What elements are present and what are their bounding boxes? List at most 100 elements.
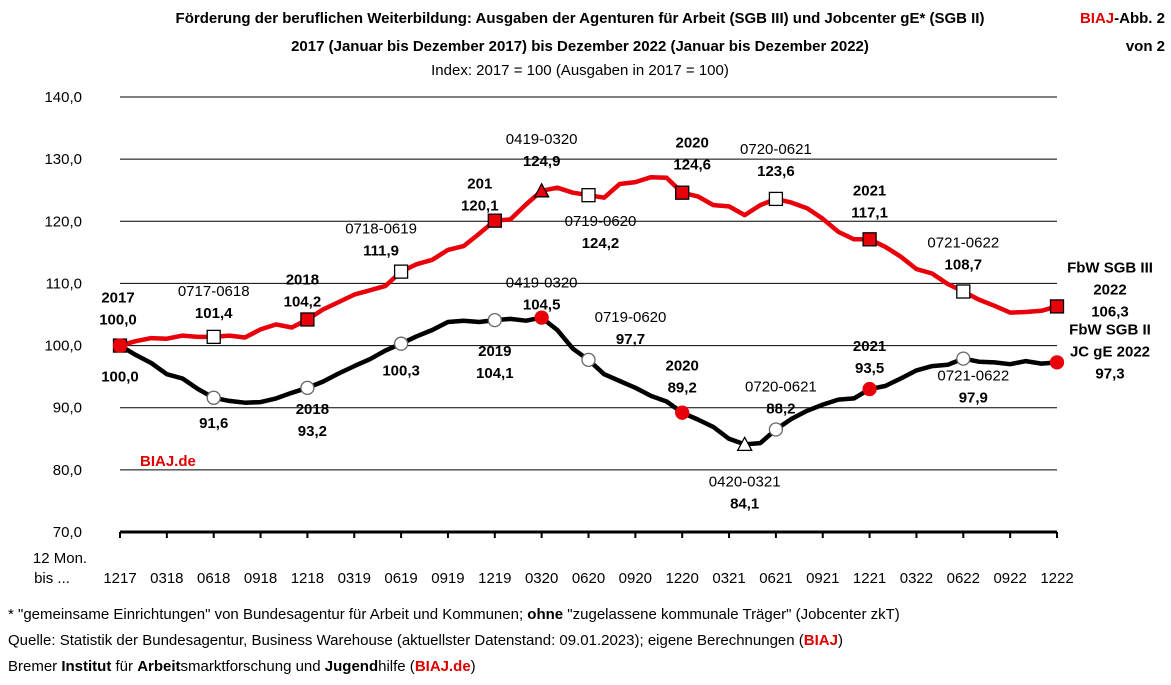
data-label: 2021 [853,338,886,355]
marker-circle [956,351,971,366]
data-label: 97,9 [959,390,988,407]
marker-circle [534,310,549,325]
institute-part-3: Arbeit [137,658,181,675]
x-tick-label: 0921 [806,570,839,587]
data-label: 2018 [286,271,319,288]
x-tick-label: 1221 [853,570,886,587]
institute-part-5: Jugend [324,658,379,675]
y-tick-label: 70,0 [53,524,82,541]
chart-title-line1: Förderung der beruflichen Weiterbildung:… [175,10,985,27]
series-end-label: FbW SGB III [1067,259,1153,276]
data-label: 93,2 [298,423,327,440]
data-label: 2018 [296,401,329,418]
y-tick-label: 100,0 [44,338,82,355]
data-label: 0721-0622 [927,235,999,252]
footnote-text-b: ohne [527,606,564,623]
data-label: 0720-0621 [745,378,817,395]
marker-square [300,312,315,327]
marker-circle [206,390,221,405]
marker-square [675,185,690,200]
marker-square [581,188,596,203]
series-end-label: JC gE 2022 [1070,343,1150,360]
y-tick-label: 80,0 [53,462,82,479]
x-tick-label: 0919 [431,570,464,587]
x-tick-label: 0318 [150,570,183,587]
data-label: 0721-0622 [937,368,1009,385]
data-label: 123,6 [757,163,795,180]
x-axis-title: 12 Mon. [33,550,87,567]
data-label: 120,1 [461,198,499,215]
data-label: 104,2 [284,293,322,310]
data-label: 111,9 [363,243,399,260]
institute-part-0: Bremer [8,658,62,675]
x-tick-label: 0918 [244,570,277,587]
x-tick-label: 0621 [759,570,792,587]
corner-brand: BIAJ [1079,10,1115,27]
x-tick-label: 1217 [103,570,136,587]
data-label: 201 [467,176,492,193]
line-chart: 70,0 80,0 90,0 100,0 110,0 120,0 130,0 140,0 121… [33,89,1153,587]
institute-part-2: für [111,658,138,675]
corner-text: -Abb. 2 [1114,10,1165,27]
y-tick-label: 110,0 [46,275,82,292]
data-label: 101,4 [195,305,233,322]
institute-part-1: Institut [61,658,112,675]
data-label: 124,2 [582,235,620,252]
data-label: 97,7 [616,331,645,348]
data-label: 2021 [853,182,886,199]
figure-count: von 2 [1125,38,1165,55]
marker-square [768,191,784,207]
marker-square [206,329,221,345]
x-tick-label: 1219 [478,570,511,587]
y-tick-label: 130,0 [44,151,82,168]
source-line: Quelle: Statistik der Bundesagentur, Bus… [8,632,843,649]
data-label: 2019 [478,343,511,360]
institute-line: Bremer Institut für Arbeitsmarktforschun… [8,658,476,675]
data-label: 0419-0320 [506,275,578,292]
data-label: 0717-0618 [178,283,250,300]
y-tick-label: 90,0 [53,400,82,417]
data-label: 100,0 [99,312,137,329]
data-label: 2020 [666,358,699,375]
data-label: 100,3 [382,363,420,380]
institute-part-4: smarktforschung und [180,658,325,675]
marker-circle [581,352,596,368]
footnote-text-a: * "gemeinsame Einrichtungen" von Bundesa… [8,606,528,623]
footnote-text-c: "zugelassene kommunale Träger" (Jobcente… [563,606,900,623]
x-tick-label: 0920 [619,570,652,587]
marker-circle [862,381,877,397]
institute-part-6: hilfe ( [378,658,415,675]
marker-circle [675,405,690,420]
marker-circle [300,380,315,395]
x-tick-label: 0321 [712,570,745,587]
series-end-value: 97,3 [1095,365,1124,382]
source-brand: BIAJ [803,632,838,649]
marker-square [393,264,409,279]
marker-circle [393,336,409,351]
data-label: 104,1 [476,365,514,382]
institute-part-8: ) [470,658,476,675]
data-label: 0718-0619 [345,221,417,238]
watermark-label: BIAJ.de [140,453,196,470]
chart-title-line2: 2017 (Januar bis Dezember 2017) bis Deze… [291,38,869,55]
data-label: 117,1 [851,204,888,221]
data-label: 0419-0320 [506,131,578,148]
x-tick-label: 0622 [947,570,980,587]
series-end-label: FbW SGB II [1069,321,1151,338]
data-label: 0420-0321 [709,473,781,490]
data-label: 0720-0621 [740,141,812,158]
data-label: 91,6 [199,415,228,432]
marker-triangle [533,182,550,198]
x-tick-label: 0620 [572,570,605,587]
marker-circle [1049,355,1065,370]
series-end-label: 2022 [1093,281,1126,298]
marker-square [1049,299,1065,314]
marker-circle [487,312,502,328]
series-line-sgb2 [117,315,1060,447]
marker-square [956,284,971,299]
data-label: 124,9 [523,153,561,170]
series-end-value: 106,3 [1091,303,1129,320]
x-tick-label: 1220 [666,570,699,587]
marker-triangle [736,436,753,452]
x-tick-label: 0322 [900,570,933,587]
